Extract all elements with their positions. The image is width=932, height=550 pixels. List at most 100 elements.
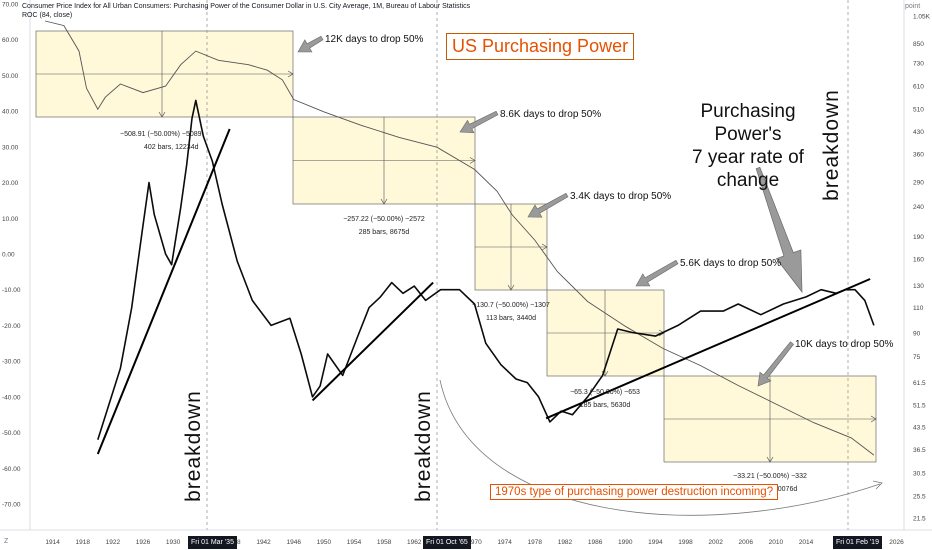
annotation-title: US Purchasing Power <box>446 33 635 60</box>
x-tick-label: 1954 <box>347 539 362 546</box>
x-tick-label: 1946 <box>286 539 301 546</box>
drop-bars-3: 113 bars, 3440d <box>486 315 536 322</box>
right-tick-label: 190 <box>913 234 924 241</box>
left-tick-label: -20.00 <box>2 323 21 330</box>
breakdown-lines: breakdown breakdown breakdown <box>182 0 849 530</box>
label-arrow-2 <box>459 110 499 134</box>
left-tick-label: -40.00 <box>2 394 21 401</box>
left-tick-label: 0.00 <box>2 252 15 259</box>
left-tick-label: 50.00 <box>2 73 19 80</box>
date-badge-2019: Fri 01 Feb '19 <box>833 536 882 549</box>
right-tick-label: 21.5 <box>913 516 926 523</box>
right-tick-label: 43.5 <box>913 425 926 432</box>
x-tick-label: 1994 <box>648 539 663 546</box>
right-tick-label: 90 <box>913 331 921 338</box>
x-tick-label: 2010 <box>769 539 784 546</box>
x-tick-label: 2006 <box>739 539 754 546</box>
measure-box-varrow-3 <box>507 284 515 291</box>
corner-label: Z <box>4 538 9 545</box>
right-tick-label: 51.5 <box>913 403 926 410</box>
label-arrow-5 <box>757 341 794 387</box>
x-tick-label: 1998 <box>678 539 693 546</box>
right-tick-label: 850 <box>913 41 924 48</box>
measure-box-harrow-4 <box>658 329 665 337</box>
incoming-curve-head <box>872 480 883 490</box>
drop-stats-5: −33.21 (−50.00%) −332 <box>733 473 807 480</box>
x-tick-label: 1958 <box>377 539 392 546</box>
right-tick-label: 360 <box>913 152 924 159</box>
x-tick-label: 1950 <box>317 539 332 546</box>
x-tick-label: 1974 <box>497 539 512 546</box>
left-tick-label: 30.00 <box>2 144 19 151</box>
drop-stats-4: −65.3 (−50.00%) −653 <box>570 389 640 396</box>
label-arrow-1 <box>297 35 324 53</box>
x-tick-label: 2002 <box>708 539 723 546</box>
left-tick-label: 60.00 <box>2 37 19 44</box>
trendlines <box>96 128 871 455</box>
measurement-boxes <box>35 30 877 463</box>
right-tick-label: 110 <box>913 305 924 312</box>
label-arrow-4 <box>635 259 679 287</box>
measure-box-harrow-5 <box>870 415 877 423</box>
drop-stats-1: −508.91 (−50.00%) −5089 <box>120 131 202 138</box>
left-tick-label: -10.00 <box>2 287 21 294</box>
measure-box-varrow-2 <box>380 198 388 205</box>
left-tick-label: 40.00 <box>2 109 19 116</box>
drop-label-5: 10K days to drop 50% <box>795 339 894 350</box>
trendline-1 <box>96 128 231 455</box>
right-tick-label: 430 <box>913 129 924 136</box>
right-tick-label: 75 <box>913 354 921 361</box>
right-tick-label: 510 <box>913 107 924 114</box>
x-tick-label: 1990 <box>618 539 633 546</box>
roc-line <box>97 99 875 440</box>
x-tick-label: 1914 <box>45 539 60 546</box>
incoming-warning: 1970s type of purchasing power destructi… <box>490 484 779 500</box>
right-tick-label: 290 <box>913 180 924 187</box>
right-tick-label: 25.5 <box>913 493 926 500</box>
label-arrow-3 <box>527 192 569 218</box>
right-tick-label: 240 <box>913 204 924 211</box>
measure-box-harrow-3 <box>541 243 548 251</box>
x-tick-label: 2014 <box>799 539 814 546</box>
right-tick-label: 130 <box>913 283 924 290</box>
left-tick-label: -70.00 <box>2 502 21 509</box>
series-title: Consumer Price Index for All Urban Consu… <box>22 3 471 10</box>
trendline-3 <box>545 278 871 420</box>
right-tick-label: 610 <box>913 84 924 91</box>
roc-series <box>97 99 875 440</box>
breakdown-label-2019: breakdown <box>820 89 843 201</box>
purchasing-power-series <box>44 20 875 456</box>
rate-of-change-line-2: 7 year rate of change <box>692 147 804 191</box>
x-tick-label: 1978 <box>528 539 543 546</box>
left-tick-label: 70.00 <box>2 2 19 9</box>
date-badge-1965: Fri 01 Oct '65 <box>423 536 471 549</box>
drop-bars-1: 402 bars, 12234d <box>144 144 199 151</box>
measure-box-varrow-5 <box>766 456 774 463</box>
right-scale-unit: point <box>905 3 921 10</box>
left-tick-label: -30.00 <box>2 359 21 366</box>
measure-box-harrow-1 <box>287 70 294 78</box>
date-badge-1935: Fri 01 Mar '35 <box>188 536 237 549</box>
x-tick-label: 1918 <box>76 539 91 546</box>
x-tick-label: 1962 <box>407 539 422 546</box>
x-tick-label: 1970 <box>467 539 482 546</box>
left-tick-label: -60.00 <box>2 466 21 473</box>
incoming-curve <box>439 379 881 516</box>
x-tick-label: 2026 <box>889 539 904 546</box>
purchasing-power-line <box>44 20 875 456</box>
x-tick-label: 1930 <box>166 539 181 546</box>
right-tick-label: 160 <box>913 256 924 263</box>
breakdown-label-1965: breakdown <box>412 390 435 502</box>
callout-arrows <box>297 35 883 516</box>
right-tick-label: 1.05K <box>913 14 931 21</box>
drop-label-2: 8.6K days to drop 50% <box>500 109 601 120</box>
x-tick-label: 1942 <box>256 539 271 546</box>
right-tick-label: 61.5 <box>913 380 926 387</box>
left-tick-label: 20.00 <box>2 180 19 187</box>
x-tick-label: 1922 <box>106 539 121 546</box>
right-tick-label: 30.5 <box>913 470 926 477</box>
rate-of-change-line-1: Purchasing Power's <box>700 101 796 145</box>
